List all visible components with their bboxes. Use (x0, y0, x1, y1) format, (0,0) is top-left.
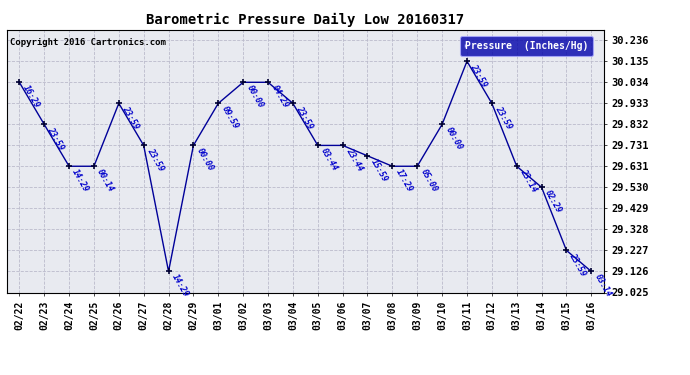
Text: 17:29: 17:29 (394, 168, 414, 194)
Text: 23:59: 23:59 (469, 63, 489, 89)
Title: Barometric Pressure Daily Low 20160317: Barometric Pressure Daily Low 20160317 (146, 13, 464, 27)
Text: 23:59: 23:59 (493, 105, 513, 131)
Text: 04:29: 04:29 (269, 84, 290, 110)
Text: 00:00: 00:00 (244, 84, 265, 110)
Text: 23:59: 23:59 (294, 105, 315, 131)
Text: 23:59: 23:59 (568, 252, 588, 278)
Text: 15:59: 15:59 (369, 157, 389, 183)
Text: 23:14: 23:14 (518, 168, 538, 194)
Text: 03:14: 03:14 (593, 273, 613, 299)
Text: 00:00: 00:00 (195, 147, 215, 173)
Text: 23:59: 23:59 (46, 126, 66, 152)
Text: 23:44: 23:44 (344, 147, 364, 173)
Text: 23:59: 23:59 (145, 147, 166, 173)
Text: 05:00: 05:00 (419, 168, 439, 194)
Text: Copyright 2016 Cartronics.com: Copyright 2016 Cartronics.com (10, 38, 166, 47)
Text: 23:59: 23:59 (120, 105, 141, 131)
Text: 14:29: 14:29 (70, 168, 91, 194)
Text: 00:14: 00:14 (95, 168, 116, 194)
Text: 09:59: 09:59 (219, 105, 240, 131)
Text: 16:29: 16:29 (21, 84, 41, 110)
Text: 14:29: 14:29 (170, 273, 190, 299)
Text: 03:44: 03:44 (319, 147, 339, 173)
Legend: Pressure  (Inches/Hg): Pressure (Inches/Hg) (460, 36, 593, 56)
Text: 02:29: 02:29 (543, 189, 563, 215)
Text: 00:00: 00:00 (444, 126, 464, 152)
